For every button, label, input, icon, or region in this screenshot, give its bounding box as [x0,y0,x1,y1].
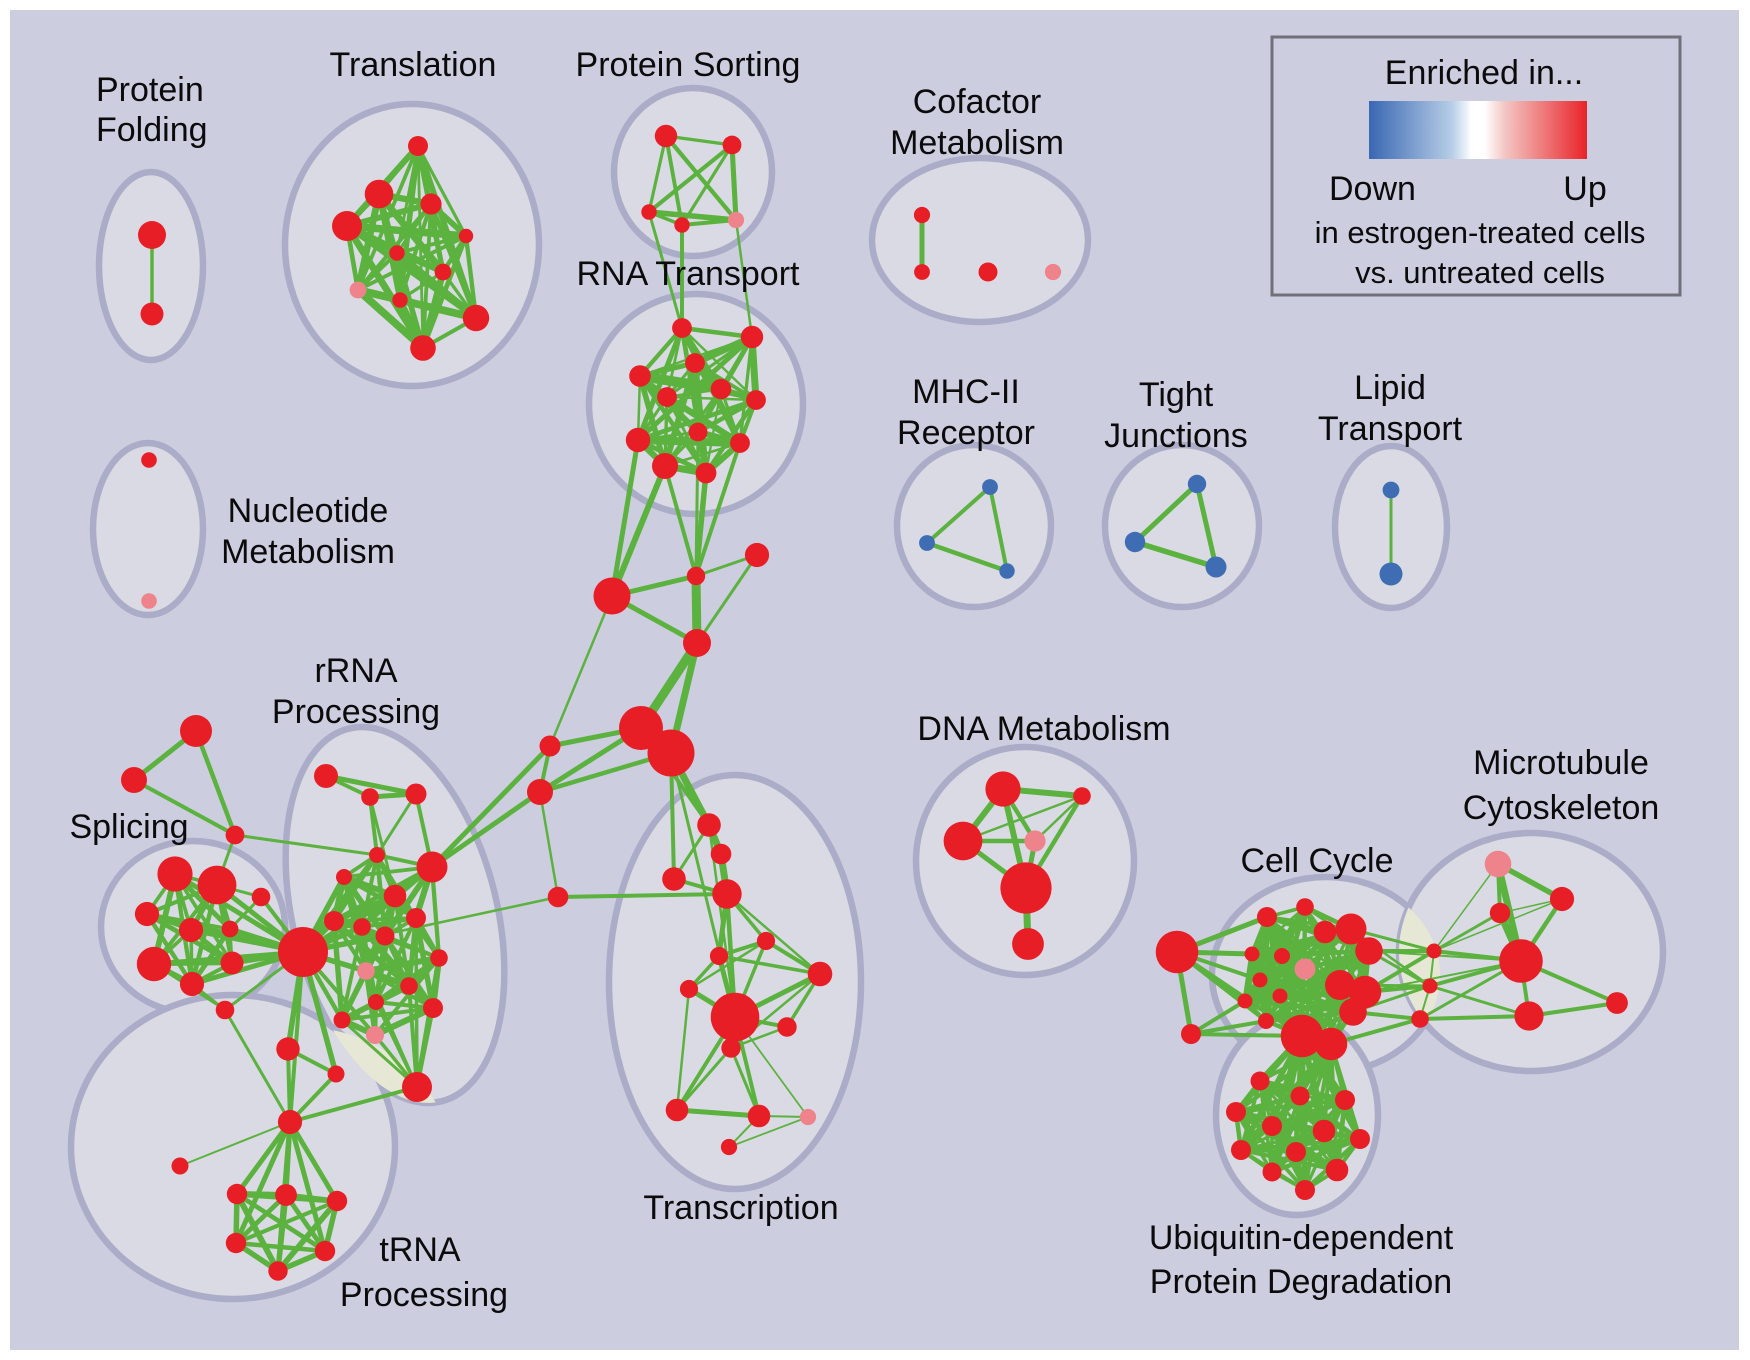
svg-text:Up: Up [1563,170,1606,208]
svg-text:Transport: Transport [1318,410,1463,448]
svg-text:Processing: Processing [272,693,440,731]
svg-text:Down: Down [1329,170,1416,208]
svg-text:Processing: Processing [340,1276,508,1314]
svg-text:Protein: Protein [96,71,204,109]
svg-text:Metabolism: Metabolism [890,124,1064,162]
svg-text:Tight: Tight [1139,376,1214,414]
svg-text:Folding: Folding [96,111,208,149]
svg-text:in estrogen-treated cells: in estrogen-treated cells [1315,215,1646,250]
svg-text:Cytoskeleton: Cytoskeleton [1463,789,1660,827]
svg-text:Lipid: Lipid [1354,369,1426,407]
svg-text:DNA Metabolism: DNA Metabolism [917,710,1170,748]
svg-text:Ubiquitin-dependent: Ubiquitin-dependent [1149,1219,1454,1257]
svg-text:Translation: Translation [330,46,497,84]
svg-text:MHC-II: MHC-II [912,373,1020,411]
svg-text:Nucleotide: Nucleotide [228,492,389,530]
svg-text:Metabolism: Metabolism [221,533,395,571]
svg-text:Receptor: Receptor [897,414,1035,452]
svg-text:Cofactor: Cofactor [913,83,1042,121]
svg-text:rRNA: rRNA [314,652,397,690]
svg-text:Junctions: Junctions [1104,417,1248,455]
svg-text:RNA Transport: RNA Transport [577,255,801,293]
svg-text:Protein Degradation: Protein Degradation [1150,1263,1452,1301]
svg-text:Microtubule: Microtubule [1473,744,1649,782]
svg-text:Cell Cycle: Cell Cycle [1240,842,1393,880]
svg-text:Transcription: Transcription [643,1189,838,1227]
svg-text:vs. untreated cells: vs. untreated cells [1355,255,1605,290]
svg-text:Enriched in...: Enriched in... [1385,54,1583,92]
svg-text:Splicing: Splicing [69,808,188,846]
svg-text:tRNA: tRNA [379,1231,461,1269]
svg-text:Protein Sorting: Protein Sorting [576,46,801,84]
